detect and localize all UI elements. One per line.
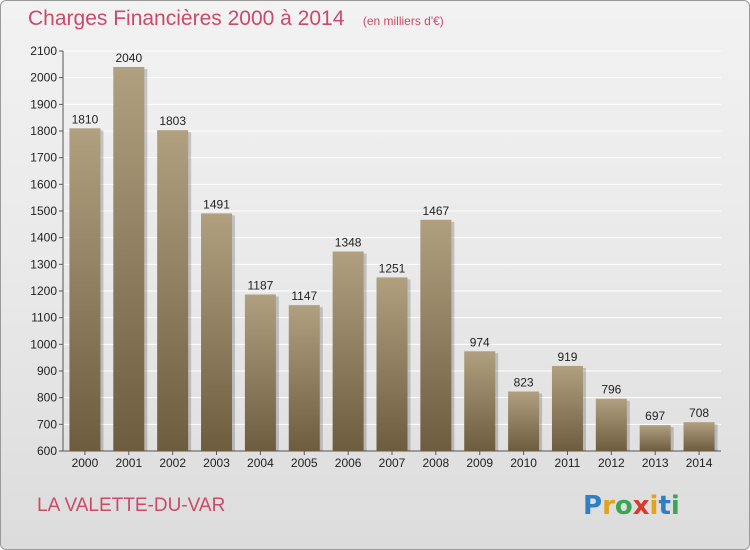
- bar-2010: [508, 391, 540, 451]
- x-tick-label: 2011: [555, 456, 581, 470]
- x-tick-label: 2010: [510, 456, 537, 470]
- x-tick-label: 2013: [642, 456, 669, 470]
- x-tick-label: 2000: [72, 456, 99, 470]
- x-tick-label: 2008: [423, 456, 450, 470]
- bar-2000: [69, 128, 101, 451]
- x-tick-label: 2005: [291, 456, 318, 470]
- y-tick-label: 1100: [31, 311, 57, 325]
- data-label-2007: 1251: [379, 261, 406, 275]
- data-label-2014: 708: [689, 406, 709, 420]
- x-tick-label: 2007: [379, 456, 406, 470]
- logo-letter: r: [602, 491, 615, 521]
- data-label-2002: 1803: [159, 114, 186, 128]
- x-tick-label: 2009: [466, 456, 493, 470]
- y-tick-label: 2000: [30, 71, 57, 85]
- y-tick-label: 1200: [30, 284, 57, 298]
- y-tick-label: 1800: [30, 124, 57, 138]
- chart-subtitle: (en milliers d'€): [362, 14, 444, 28]
- bar-2002: [157, 130, 189, 451]
- bar-layer: [69, 67, 718, 452]
- data-label-2008: 1467: [423, 204, 450, 218]
- x-tick-label: 2003: [203, 456, 230, 470]
- bar-2005: [288, 305, 320, 451]
- logo-letter: i: [670, 491, 680, 521]
- x-tick-label: 2001: [115, 456, 142, 470]
- y-tick-label: 600: [37, 444, 57, 458]
- logo-letter: o: [614, 491, 633, 521]
- data-label-2001: 2040: [115, 51, 142, 65]
- bar-2003: [201, 213, 233, 451]
- logo-letter: t: [658, 491, 671, 521]
- data-label-2005: 1147: [291, 289, 317, 303]
- data-label-2012: 796: [601, 383, 621, 397]
- bar-2009: [464, 351, 496, 451]
- bar-2007: [376, 277, 408, 451]
- x-tick-label: 2006: [335, 456, 362, 470]
- y-tick-label: 2100: [30, 44, 57, 58]
- data-label-2004: 1187: [247, 278, 273, 292]
- data-label-2009: 974: [470, 335, 490, 349]
- logo-letter: P: [583, 491, 603, 521]
- y-tick-label: 1400: [30, 231, 57, 245]
- x-tick-label: 2014: [686, 456, 713, 470]
- y-tick-label: 1500: [30, 204, 57, 218]
- data-label-2013: 697: [645, 409, 665, 423]
- y-tick-label: 1000: [30, 337, 57, 351]
- bar-2014: [683, 422, 715, 451]
- chart-title: Charges Financières 2000 à 2014: [28, 7, 345, 30]
- chart-title-block: Charges Financières 2000 à 2014 (en mill…: [28, 7, 444, 31]
- data-label-2000: 1810: [72, 112, 99, 126]
- y-tick-label: 1700: [30, 151, 57, 165]
- x-tick-label: 2004: [247, 456, 274, 470]
- bar-2008: [420, 219, 452, 451]
- logo-letter: i: [649, 491, 659, 521]
- bar-2012: [595, 398, 627, 451]
- x-tick-label: 2012: [598, 456, 625, 470]
- bar-2001: [113, 67, 145, 451]
- data-label-2003: 1491: [203, 197, 230, 211]
- bar-2013: [639, 425, 671, 451]
- bar-2011: [551, 365, 583, 451]
- y-tick-label: 1300: [30, 257, 57, 271]
- y-tick-label: 800: [37, 391, 57, 405]
- logo-letter: x: [632, 491, 650, 521]
- bar-2004: [244, 294, 276, 451]
- proxiti-logo: Proxiti: [583, 491, 680, 521]
- data-label-2011: 919: [557, 350, 577, 364]
- y-tick-label: 1900: [30, 97, 57, 111]
- data-label-2010: 823: [514, 376, 534, 390]
- label-layer: 1810 2000 2040 2001 1803 2002 1491 2003 1187 2004…: [72, 51, 713, 470]
- x-tick-label: 2002: [159, 456, 186, 470]
- y-tick-label: 1600: [30, 177, 57, 191]
- bar-2006: [332, 251, 364, 451]
- data-label-2006: 1348: [335, 236, 362, 250]
- y-tick-label: 900: [37, 364, 57, 378]
- y-tick-label: 700: [37, 417, 57, 431]
- commune-name: LA VALETTE-DU-VAR: [37, 495, 226, 516]
